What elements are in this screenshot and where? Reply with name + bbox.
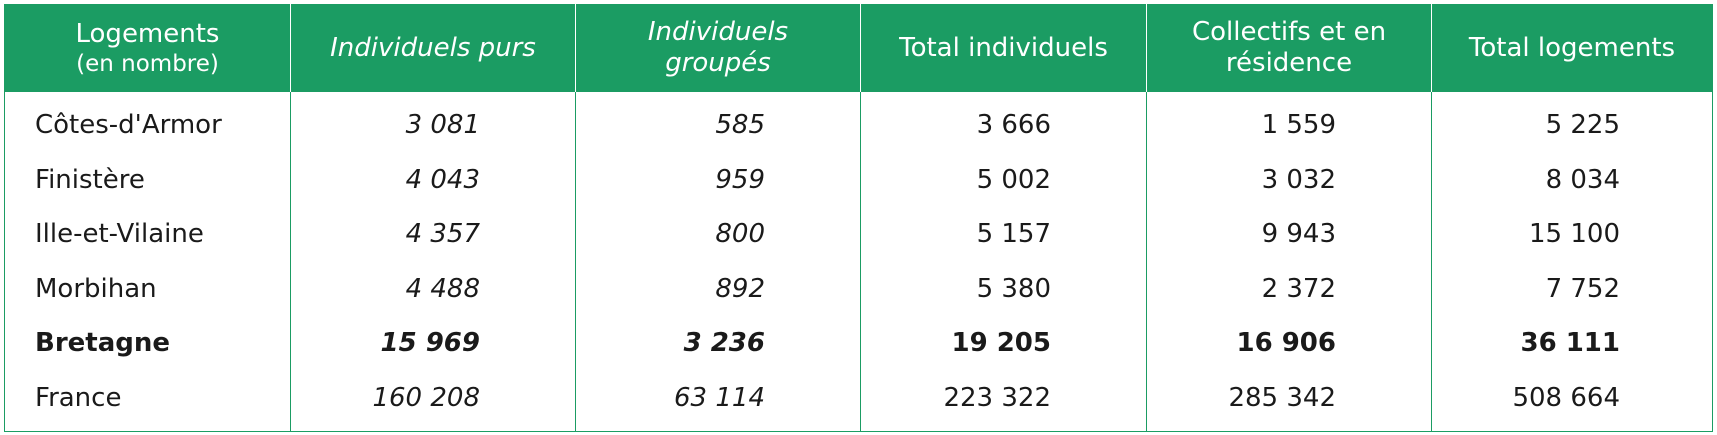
row-label: Côtes-d'Armor bbox=[4, 92, 291, 153]
table-header: Logements (en nombre) Individuels purs I… bbox=[4, 4, 1713, 92]
row-label: Ille-et-Vilaine bbox=[4, 207, 291, 262]
row-label: France bbox=[4, 370, 291, 432]
cell-total-individuels: 5 002 bbox=[860, 152, 1147, 207]
cell-total-logements: 15 100 bbox=[1431, 207, 1713, 262]
cell-collectifs: 2 372 bbox=[1146, 261, 1432, 316]
header-individuels-purs: Individuels purs bbox=[290, 4, 576, 92]
table-row: Côtes-d'Armor 3 081 585 3 666 1 559 5 22… bbox=[4, 92, 1713, 153]
cell-individuels-purs: 4 357 bbox=[290, 207, 576, 262]
cell-individuels-purs: 4 043 bbox=[290, 152, 576, 207]
cell-collectifs: 3 032 bbox=[1146, 152, 1432, 207]
cell-individuels-purs: 3 081 bbox=[290, 92, 576, 153]
cell-total-individuels: 5 157 bbox=[860, 207, 1147, 262]
row-label: Morbihan bbox=[4, 261, 291, 316]
housing-table-container: Logements (en nombre) Individuels purs I… bbox=[4, 4, 1713, 432]
cell-individuels-groupes: 892 bbox=[575, 261, 861, 316]
cell-individuels-groupes: 3 236 bbox=[575, 316, 861, 371]
header-individuels-purs-label: Individuels purs bbox=[330, 32, 536, 63]
cell-individuels-groupes: 63 114 bbox=[575, 370, 861, 432]
header-total-logements-label: Total logements bbox=[1468, 32, 1676, 63]
table-row: Morbihan 4 488 892 5 380 2 372 7 752 bbox=[4, 261, 1713, 316]
header-individuels-groupes: Individuels groupés bbox=[575, 4, 861, 92]
header-logements-unit: (en nombre) bbox=[76, 50, 219, 77]
cell-collectifs: 16 906 bbox=[1146, 316, 1432, 371]
cell-total-logements: 36 111 bbox=[1431, 316, 1713, 371]
cell-individuels-groupes: 800 bbox=[575, 207, 861, 262]
cell-individuels-purs: 4 488 bbox=[290, 261, 576, 316]
cell-individuels-groupes: 585 bbox=[575, 92, 861, 153]
header-logements-title: Logements bbox=[75, 18, 220, 49]
cell-total-logements: 8 034 bbox=[1431, 152, 1713, 207]
header-individuels-groupes-line1: Individuels bbox=[647, 17, 789, 47]
header-row: Logements (en nombre) Individuels purs I… bbox=[4, 4, 1713, 92]
cell-total-individuels: 3 666 bbox=[860, 92, 1147, 153]
header-individuels-groupes-line2: groupés bbox=[665, 48, 771, 78]
cell-collectifs: 285 342 bbox=[1146, 370, 1432, 432]
header-total-individuels-label: Total individuels bbox=[899, 32, 1108, 63]
housing-table: Logements (en nombre) Individuels purs I… bbox=[4, 4, 1713, 432]
cell-total-logements: 5 225 bbox=[1431, 92, 1713, 153]
cell-total-individuels: 19 205 bbox=[860, 316, 1147, 371]
table-row-total-bretagne: Bretagne 15 969 3 236 19 205 16 906 36 1… bbox=[4, 316, 1713, 371]
cell-total-logements: 7 752 bbox=[1431, 261, 1713, 316]
table-row: Ille-et-Vilaine 4 357 800 5 157 9 943 15… bbox=[4, 207, 1713, 262]
cell-collectifs: 9 943 bbox=[1146, 207, 1432, 262]
table-row: France 160 208 63 114 223 322 285 342 50… bbox=[4, 370, 1713, 432]
cell-individuels-purs: 15 969 bbox=[290, 316, 576, 371]
header-total-individuels: Total individuels bbox=[860, 4, 1147, 92]
cell-total-individuels: 5 380 bbox=[860, 261, 1147, 316]
header-collectifs-line1: Collectifs et en bbox=[1191, 17, 1387, 47]
header-total-logements: Total logements bbox=[1431, 4, 1713, 92]
table-body: Côtes-d'Armor 3 081 585 3 666 1 559 5 22… bbox=[4, 92, 1713, 432]
table-row: Finistère 4 043 959 5 002 3 032 8 034 bbox=[4, 152, 1713, 207]
header-collectifs: Collectifs et en résidence bbox=[1146, 4, 1432, 92]
header-collectifs-line2: résidence bbox=[1225, 48, 1353, 78]
header-logements: Logements (en nombre) bbox=[4, 4, 291, 92]
cell-total-individuels: 223 322 bbox=[860, 370, 1147, 432]
cell-individuels-groupes: 959 bbox=[575, 152, 861, 207]
cell-total-logements: 508 664 bbox=[1431, 370, 1713, 432]
row-label: Finistère bbox=[4, 152, 291, 207]
cell-individuels-purs: 160 208 bbox=[290, 370, 576, 432]
cell-collectifs: 1 559 bbox=[1146, 92, 1432, 153]
row-label: Bretagne bbox=[4, 316, 291, 371]
